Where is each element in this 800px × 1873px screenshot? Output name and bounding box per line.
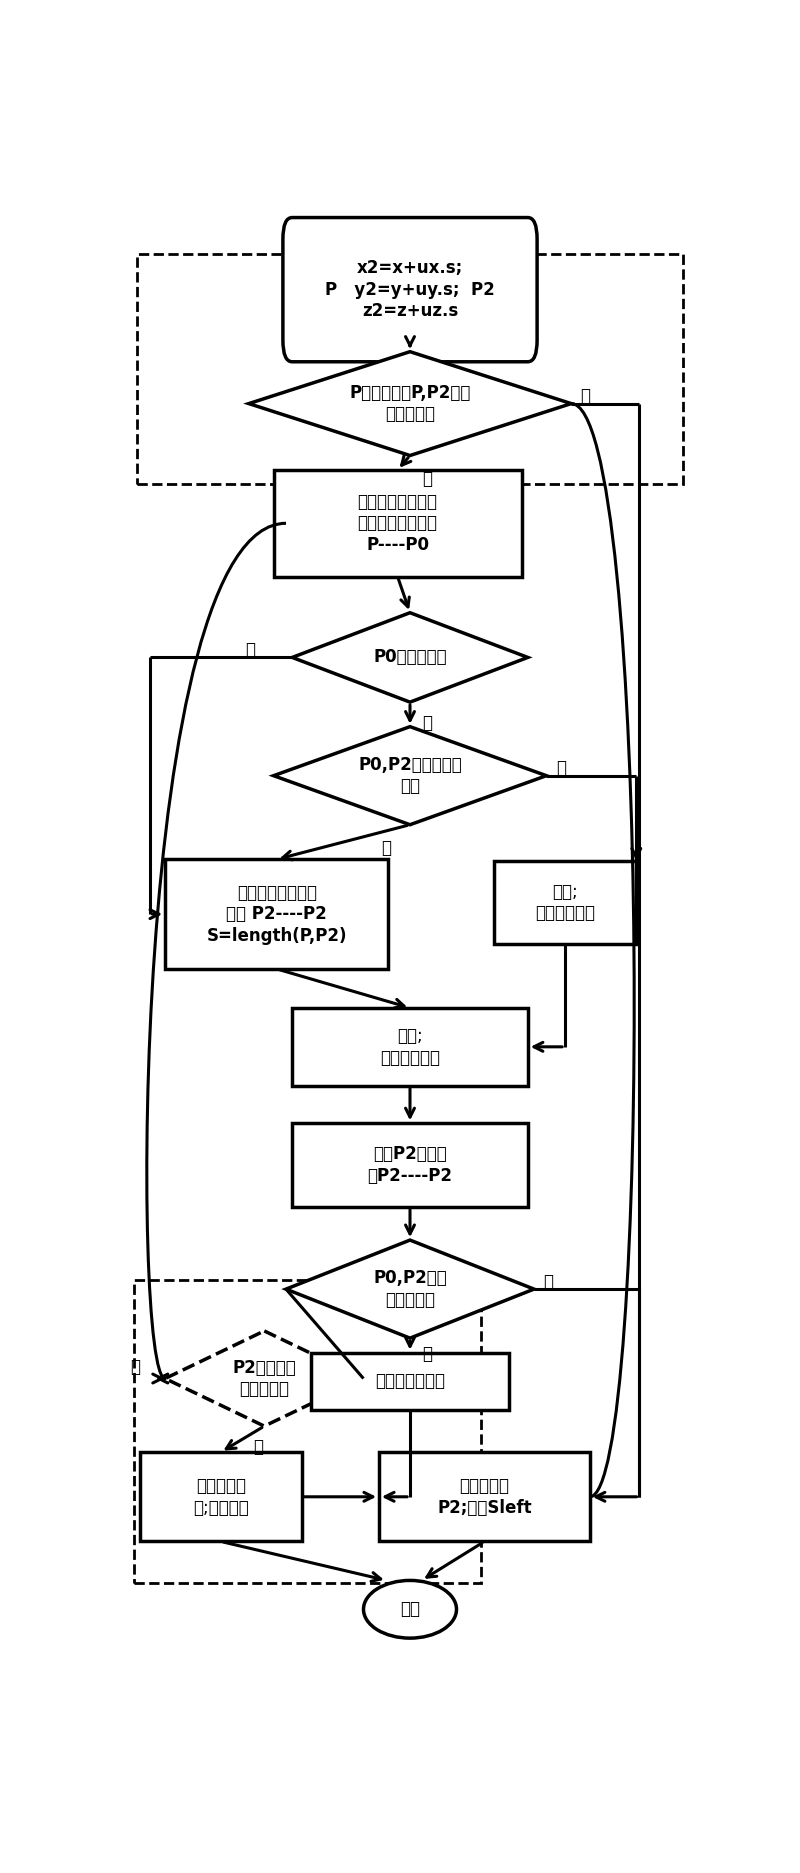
Text: 光子与界面作用: 光子与界面作用 bbox=[375, 1373, 445, 1390]
Text: 是: 是 bbox=[556, 759, 566, 777]
Polygon shape bbox=[165, 1332, 363, 1425]
Text: 移动P2离开界
面P2----P2: 移动P2离开界 面P2----P2 bbox=[367, 1144, 453, 1186]
Text: 是: 是 bbox=[543, 1274, 554, 1290]
Polygon shape bbox=[249, 352, 571, 455]
Text: 否: 否 bbox=[422, 1345, 433, 1364]
Text: 吸收;
记录光子路径: 吸收; 记录光子路径 bbox=[380, 1026, 440, 1066]
Text: P2在空气中
且发生折射: P2在空气中 且发生折射 bbox=[233, 1358, 296, 1399]
FancyBboxPatch shape bbox=[140, 1452, 302, 1541]
FancyBboxPatch shape bbox=[310, 1352, 509, 1410]
Text: 是: 是 bbox=[581, 388, 590, 405]
Polygon shape bbox=[292, 612, 528, 702]
FancyBboxPatch shape bbox=[274, 470, 522, 577]
Text: 否: 否 bbox=[422, 470, 433, 489]
FancyBboxPatch shape bbox=[379, 1452, 590, 1541]
Text: P0在组织内？: P0在组织内？ bbox=[373, 648, 447, 667]
Text: 是: 是 bbox=[130, 1358, 140, 1377]
FancyBboxPatch shape bbox=[165, 860, 388, 968]
Text: 移动光子至
P2;更新Sleft: 移动光子至 P2;更新Sleft bbox=[437, 1478, 532, 1517]
FancyBboxPatch shape bbox=[494, 862, 636, 944]
Ellipse shape bbox=[363, 1581, 457, 1639]
Polygon shape bbox=[274, 727, 546, 824]
FancyBboxPatch shape bbox=[292, 1008, 528, 1086]
Text: 记录逃出光
子;光子死亡: 记录逃出光 子;光子死亡 bbox=[193, 1478, 249, 1517]
Polygon shape bbox=[286, 1240, 534, 1337]
Text: 吸收;
记录光子路径: 吸收; 记录光子路径 bbox=[535, 882, 595, 922]
Text: P0,P2折射
系数相同？: P0,P2折射 系数相同？ bbox=[373, 1270, 447, 1309]
Text: 否: 否 bbox=[245, 641, 255, 659]
Text: 结束: 结束 bbox=[400, 1600, 420, 1618]
Text: 确定在界面上的撞
击点 P2----P2
S=length(P,P2): 确定在界面上的撞 击点 P2----P2 S=length(P,P2) bbox=[206, 884, 347, 944]
Text: x2=x+ux.s;
P   y2=y+uy.s;  P2
z2=z+uz.s: x2=x+ux.s; P y2=y+uy.s; P2 z2=z+uz.s bbox=[325, 258, 495, 320]
Text: 是: 是 bbox=[422, 714, 433, 732]
Text: 如果光子在体素表
面，移动它一点点
P----P0: 如果光子在体素表 面，移动它一点点 P----P0 bbox=[358, 493, 438, 554]
Text: P在组织中且P,P2在同
类组织内？: P在组织中且P,P2在同 类组织内？ bbox=[350, 384, 470, 423]
Text: 否: 否 bbox=[382, 839, 391, 858]
Text: 否: 否 bbox=[253, 1438, 263, 1455]
Text: P0,P2在同类组织
中？: P0,P2在同类组织 中？ bbox=[358, 757, 462, 796]
FancyBboxPatch shape bbox=[292, 1124, 528, 1206]
FancyBboxPatch shape bbox=[283, 217, 537, 361]
